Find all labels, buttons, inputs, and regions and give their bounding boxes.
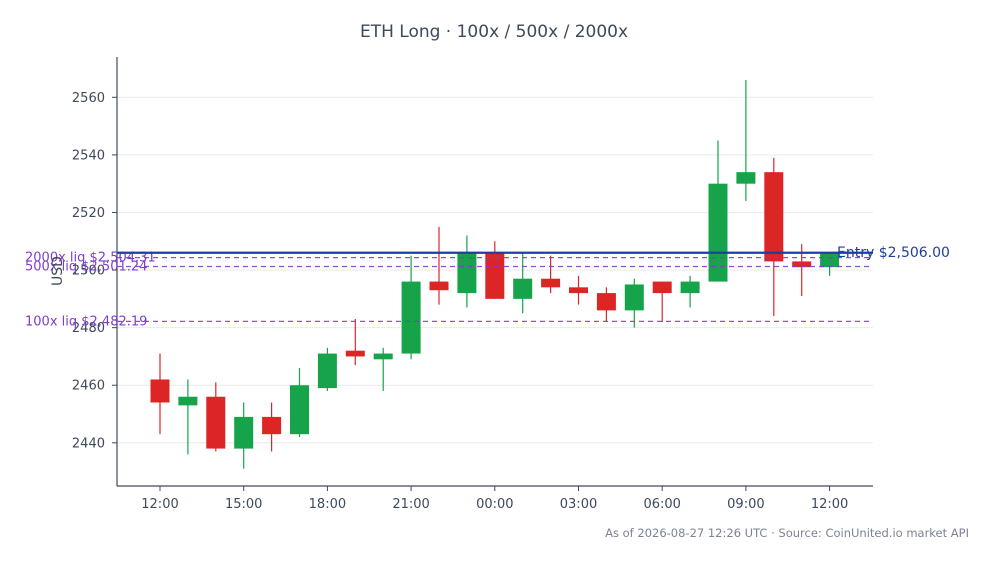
y-tick-label: 2460 (72, 379, 105, 394)
candle-body (234, 416, 254, 449)
x-tick-label: 06:00 (643, 497, 680, 512)
x-tick-label: 00:00 (476, 497, 513, 512)
y-tick-label: 2560 (72, 91, 105, 106)
candle-body (764, 172, 784, 262)
gridlines (117, 96, 873, 444)
y-axis-ticks: 2440 2460 2480 2500 2520 2540 2560 (72, 91, 117, 451)
candle-down (596, 287, 616, 322)
candle-up (680, 275, 700, 308)
x-tick-label: 15:00 (225, 497, 262, 512)
candle-up (457, 235, 477, 308)
candle-down (206, 382, 226, 452)
liquidation-label: 100x liq $2,482.19 (25, 314, 147, 329)
candle-body (401, 281, 421, 354)
candle-body (206, 396, 226, 449)
candle-body (373, 353, 393, 360)
candle-up (624, 278, 644, 328)
y-tick-label: 2440 (72, 436, 105, 451)
candle-body (262, 416, 282, 435)
candle-up (373, 347, 393, 391)
x-tick-label: 18:00 (309, 497, 346, 512)
candle-body (624, 284, 644, 311)
candle-down (652, 281, 672, 322)
candle-down (262, 402, 282, 452)
x-tick-label: 21:00 (392, 497, 429, 512)
x-tick-label: 09:00 (727, 497, 764, 512)
candle-body (541, 278, 561, 288)
x-axis-ticks: 12:00 15:00 18:00 21:00 00:00 03:00 06:00 09:00… (141, 486, 848, 512)
candle-up (317, 347, 337, 391)
candle-up (178, 379, 198, 455)
candle-down (541, 255, 561, 294)
x-tick-label: 03:00 (560, 497, 597, 512)
candle-up (290, 367, 309, 438)
entry-label: Entry $2,506.00 (837, 245, 950, 261)
candle-down (764, 157, 784, 317)
candle-body (345, 350, 365, 357)
y-tick-label: 2500 (72, 264, 105, 279)
candle-body (652, 281, 672, 294)
candle-up (708, 140, 728, 282)
candle-body (290, 385, 309, 435)
candle-body (429, 281, 449, 291)
candle-down (345, 319, 365, 366)
candle-up (736, 80, 756, 201)
chart-title: ETH Long · 100x / 500x / 2000x (360, 22, 628, 42)
candle-down (485, 241, 505, 299)
candle-body (820, 252, 840, 268)
candles (150, 80, 840, 469)
candle-down (429, 226, 449, 305)
y-axis-label: USD (50, 256, 66, 286)
footnote: As of 2026-08-27 12:26 UTC · Source: Coi… (605, 526, 969, 540)
candle-body (569, 287, 588, 294)
candle-down (150, 353, 170, 435)
candle-up (820, 252, 840, 276)
candle-body (150, 379, 170, 403)
candle-body (178, 396, 198, 406)
y-tick-label: 2540 (72, 148, 105, 163)
candle-down (569, 275, 588, 305)
candle-body (457, 252, 477, 294)
candle-body (792, 261, 812, 268)
candle-body (317, 353, 337, 389)
x-tick-label: 12:00 (811, 497, 848, 512)
candle-body (513, 278, 533, 299)
candle-body (485, 252, 505, 299)
candle-up (401, 255, 421, 360)
liquidation-label: 500x liq $2,501.24 (25, 259, 147, 274)
candle-body (680, 281, 700, 294)
x-tick-label: 12:00 (141, 497, 178, 512)
liquidation-label: 2000x liq $2,504.31 (25, 251, 156, 266)
candle-up (513, 252, 533, 314)
candle-body (596, 293, 616, 311)
y-tick-label: 2520 (72, 206, 105, 221)
y-tick-label: 2480 (72, 321, 105, 336)
candle-body (736, 172, 756, 184)
candle-up (234, 402, 254, 469)
